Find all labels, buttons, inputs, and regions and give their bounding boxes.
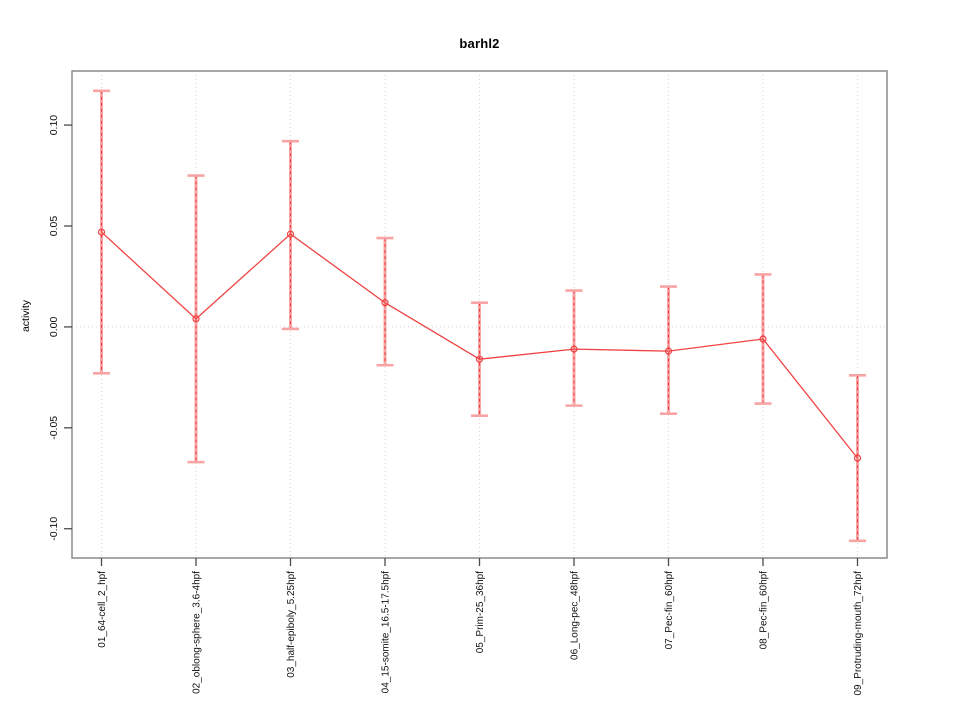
x-axis: 01_64-cell_2_hpf 02_oblong-sphere_3.6-4hp…	[97, 558, 864, 696]
x-tick-label-5: 05_Prim-25_36hpf	[475, 571, 486, 653]
x-tick-label-1: 01_64-cell_2_hpf	[97, 571, 108, 648]
error-bars	[93, 91, 866, 541]
x-tick-label-4: 04_15-somite_16.5-17.5hpf	[381, 571, 392, 694]
y-tick-label-4: 0.10	[48, 115, 60, 136]
y-tick-label-1: -0.05	[48, 416, 60, 440]
x-tick-label-8: 08_Pec-fin_60hpf	[759, 571, 770, 650]
x-tick-label-2: 02_oblong-sphere_3.6-4hpf	[192, 571, 203, 694]
y-tick-label-2: 0.00	[48, 317, 60, 338]
figure: barhl2 activity -0.10-0.050.000.050.1001…	[0, 0, 960, 720]
plot-area: -0.10 -0.05 0.00 0.05 0.10 01_64-cell_2_hpf 02…	[0, 0, 960, 720]
x-tick-label-6: 06_Long-pec_48hpf	[570, 571, 581, 660]
x-tick-label-7: 07_Pec-fin_60hpf	[664, 571, 675, 650]
y-tick-label-0: -0.10	[48, 517, 60, 541]
x-tick-label-3: 03_half-epiboly_5.25hpf	[286, 571, 297, 678]
x-tick-label-9: 09_Protruding-mouth_72hpf	[853, 571, 864, 696]
y-axis: -0.10 -0.05 0.00 0.05 0.10	[48, 115, 72, 541]
y-tick-label-3: 0.05	[48, 216, 60, 237]
